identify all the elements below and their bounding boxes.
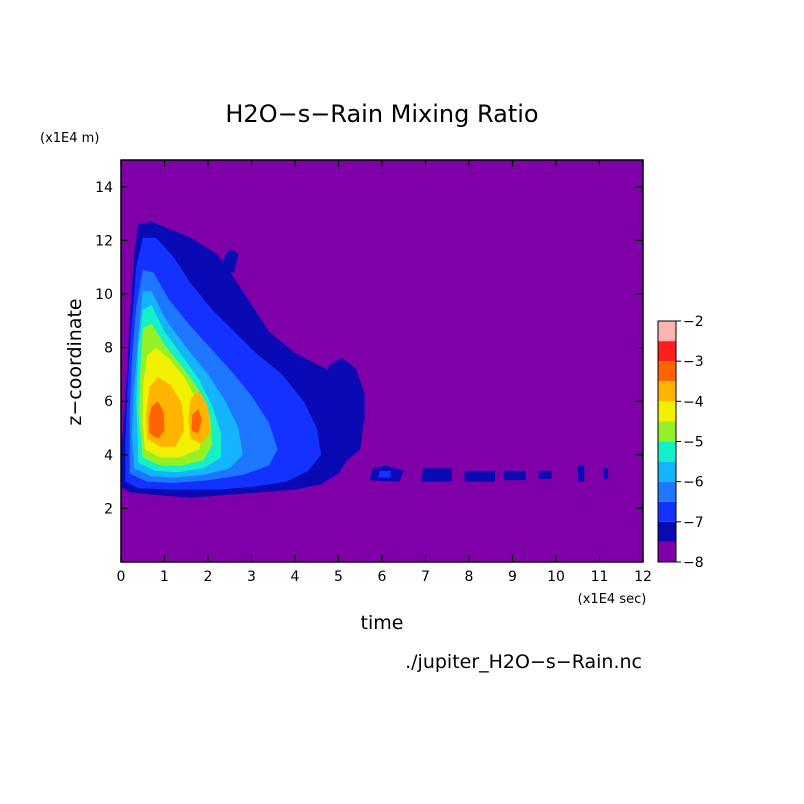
colorbar-swatch-10	[658, 341, 676, 362]
y-tick-label: 12	[95, 233, 113, 249]
colorbar-swatch-1	[658, 521, 676, 542]
x-tick-label: 1	[160, 569, 169, 585]
chart-title: H2O−s−Rain Mixing Ratio	[225, 100, 538, 128]
colorbar-tick-label: −3	[683, 354, 704, 370]
x-tick-label: 4	[291, 569, 300, 585]
x-tick-label: 9	[508, 569, 517, 585]
x-tick-label: 10	[547, 569, 565, 585]
colorbar-swatch-5	[658, 441, 676, 462]
colorbar-swatch-7	[658, 401, 676, 422]
colorbar-swatch-8	[658, 381, 676, 402]
y-tick-label: 6	[104, 394, 113, 410]
colorbar-swatch-3	[658, 481, 676, 502]
y-tick-label: 14	[95, 180, 113, 196]
y-tick-label: 8	[104, 341, 113, 357]
x-tick-label: 7	[421, 569, 430, 585]
colorbar-swatch-9	[658, 361, 676, 382]
x-tick-label: 6	[378, 569, 387, 585]
contour-region-19	[577, 465, 585, 482]
x-tick-label: 3	[247, 569, 256, 585]
x-axis: 0 1 2 3 4 5 6 7 8 9 10 11 12	[117, 160, 652, 585]
contour-region-11	[148, 401, 165, 439]
colorbar-swatch-4	[658, 461, 676, 482]
contour-region-16	[464, 470, 496, 482]
y-axis-label: z−coordinate	[64, 298, 86, 425]
x-unit-label: (x1E4 sec)	[578, 592, 647, 607]
x-tick-label: 8	[465, 569, 474, 585]
y-tick-label: 10	[95, 287, 113, 303]
colorbar-tick-label: −4	[683, 394, 704, 410]
colorbar-tick-label: −5	[683, 435, 704, 451]
x-tick-label: 11	[591, 569, 609, 585]
contour-region-15	[421, 468, 452, 482]
x-axis-label: time	[361, 612, 404, 634]
x-tick-label: 0	[117, 569, 126, 585]
contour-region-12	[191, 409, 202, 434]
y-unit-label: (x1E4 m)	[40, 131, 99, 146]
contour-region-20	[603, 468, 609, 479]
colorbar-tick-label: −7	[683, 515, 704, 531]
x-tick-label: 2	[204, 569, 213, 585]
colorbar-swatch-11	[658, 321, 676, 342]
colorbar-tick-label: −8	[683, 555, 704, 571]
colorbar: −2 −3 −4 −5 −6 −7 −8	[657, 314, 704, 571]
colorbar-tick-label: −6	[683, 475, 704, 491]
colorbar-swatch-0	[658, 541, 676, 562]
colorbar-swatch-6	[658, 421, 676, 442]
contour-region-18	[538, 470, 552, 479]
y-tick-label: 4	[104, 448, 113, 464]
colorbar-tick-label: −2	[683, 314, 704, 330]
colorbar-swatch-2	[658, 501, 676, 522]
footer-filename: ./jupiter_H2O−s−Rain.nc	[405, 651, 642, 673]
contour-region-17	[503, 470, 526, 481]
contour-regions	[121, 221, 609, 498]
contour-region-1	[321, 358, 365, 420]
contour-region-2	[223, 248, 239, 273]
y-tick-label: 2	[104, 501, 113, 517]
x-tick-label: 12	[634, 569, 652, 585]
y-axis: 2 4 6 8 10 12 14	[95, 180, 643, 517]
contour-region-14	[377, 470, 391, 478]
x-tick-label: 5	[334, 569, 343, 585]
